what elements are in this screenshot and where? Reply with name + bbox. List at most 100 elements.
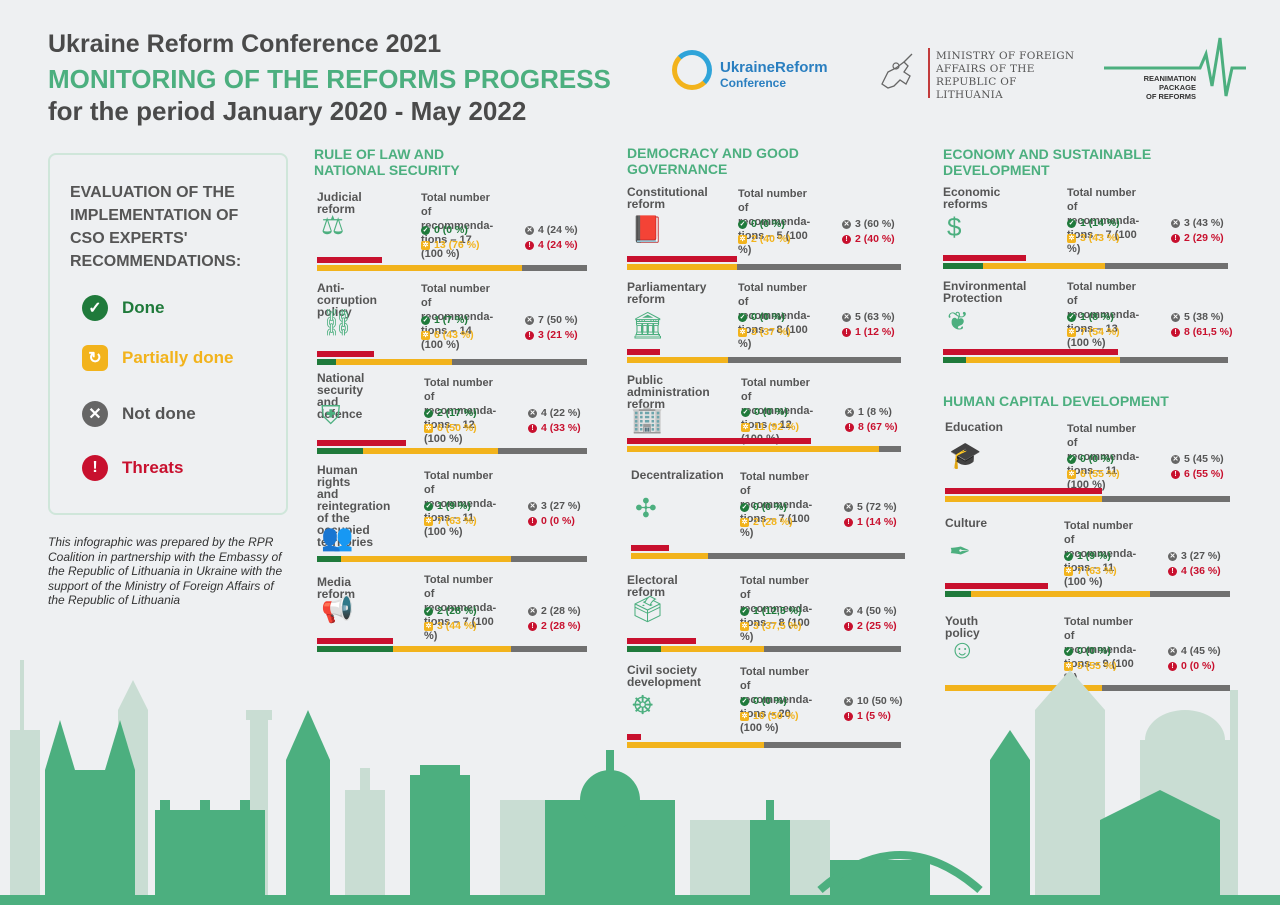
legend-not-done: ✕ Not done xyxy=(82,401,196,427)
done-status-icon: ✓ xyxy=(421,315,430,325)
partial-segment xyxy=(392,646,512,652)
threats-status-icon: ! xyxy=(528,423,537,433)
not-done-status-icon: ✕ xyxy=(842,312,851,322)
implementation-bar xyxy=(627,646,901,652)
done-segment xyxy=(317,646,393,652)
not-done-count: ✕ 7 (50 %) xyxy=(525,314,578,326)
reform-label: Parliamentary reform xyxy=(627,280,707,306)
partial-segment xyxy=(627,264,737,270)
implementation-bar xyxy=(317,359,587,365)
threats-bar xyxy=(627,638,696,644)
threats-bar xyxy=(317,638,393,644)
total-recommendations: Total number of recommenda-tions – 8 (10… xyxy=(740,575,813,643)
section-title-economy: ECONOMY AND SUSTAINABLE DEVELOPMENT xyxy=(943,146,1152,178)
implementation-bar xyxy=(317,265,587,271)
partial-status-icon: ✲ xyxy=(741,422,750,432)
threats-bar xyxy=(631,545,670,551)
not-done-status-icon: ✕ xyxy=(525,225,534,235)
not-done-count: ✕ 4 (45 %) xyxy=(1168,645,1221,657)
partial-status-icon: ✲ xyxy=(424,423,433,433)
done-count: ✓ 0 (0 %) xyxy=(1067,453,1114,465)
reform-label: Anti-corruption policy xyxy=(317,281,377,319)
reform-label: Environmental Protection xyxy=(943,279,1027,305)
not-done-count: ✕ 5 (63 %) xyxy=(842,311,895,323)
implementation-bar xyxy=(945,496,1230,502)
not-done-count: ✕ 3 (27 %) xyxy=(528,500,581,512)
not-done-count: ✕ 4 (22 %) xyxy=(528,407,581,419)
threats-status-icon: ! xyxy=(1171,327,1180,337)
partial-count: ✲ 3 (44 %) xyxy=(424,620,477,632)
reform-label: Media reform xyxy=(317,575,356,601)
done-count: ✓ 0 (0 %) xyxy=(740,695,787,707)
city-skyline-illustration xyxy=(0,660,1280,905)
not-done-count: ✕ 3 (27 %) xyxy=(1168,550,1221,562)
partial-segment xyxy=(335,359,452,365)
threats-status-icon: ! xyxy=(525,240,534,250)
partial-status-icon: ✲ xyxy=(738,234,747,244)
shield-icon: ⛨ xyxy=(321,400,341,430)
partial-count: ✲ 7 (63 %) xyxy=(424,515,477,527)
not-done-count: ✕ 2 (28 %) xyxy=(528,605,581,617)
threats-status-icon: ! xyxy=(528,516,537,526)
mfa-logo: MINISTRY OF FOREIGN AFFAIRS OF THE REPUB… xyxy=(874,46,1084,101)
threats-bar xyxy=(943,255,1026,261)
done-status-icon: ✓ xyxy=(1067,312,1076,322)
partial-count: ✲ 11 (92 %) xyxy=(741,421,799,433)
done-segment xyxy=(317,359,336,365)
handcuffs-icon: ⛓ xyxy=(321,307,355,337)
threats-status-icon: ! xyxy=(842,327,851,337)
progress-bars xyxy=(317,257,587,271)
partial-segment xyxy=(627,357,729,363)
implementation-bar xyxy=(627,742,901,748)
done-count: ✓ 0 (0 %) xyxy=(741,406,788,418)
partial-count: ✲ 3 (37 %) xyxy=(738,326,791,338)
implementation-bar xyxy=(317,556,587,562)
partial-segment xyxy=(627,742,764,748)
threats-count: ! 1 (12 %) xyxy=(842,326,895,338)
progress-bars xyxy=(627,349,901,363)
threats-count: ! 0 (0 %) xyxy=(528,515,575,527)
threats-count: ! 4 (24 %) xyxy=(525,239,578,251)
reform-label: Judicial reform xyxy=(317,190,362,216)
done-status-icon: ✓ xyxy=(738,312,747,322)
partial-count: ✲ 6 (50 %) xyxy=(424,422,477,434)
progress-bars xyxy=(317,351,587,365)
title-monitoring: MONITORING OF THE REFORMS PROGRESS xyxy=(48,64,611,94)
partial-count: ✲ 2 (28 %) xyxy=(740,516,793,528)
partial-status-icon: ✲ xyxy=(1064,661,1073,671)
partial-status-icon: ✲ xyxy=(740,517,749,527)
mfa-divider xyxy=(928,48,930,98)
done-status-icon: ✓ xyxy=(1064,646,1073,656)
done-count: ✓ 1 (8 %) xyxy=(1067,311,1114,323)
progress-bars xyxy=(943,255,1228,269)
threats-bar xyxy=(317,440,407,446)
partial-segment xyxy=(317,265,523,271)
partial-segment xyxy=(341,556,512,562)
threats-bar xyxy=(945,488,1102,494)
partial-status-icon: ✲ xyxy=(740,621,749,631)
threats-bar xyxy=(317,257,382,263)
people-icon: 👥 xyxy=(321,522,354,552)
partial-status-icon: ✲ xyxy=(1064,566,1073,576)
threats-count: ! 6 (55 %) xyxy=(1171,468,1224,480)
partial-segment xyxy=(970,591,1151,597)
total-recommendations: Total number of recommenda-tions – 5 (10… xyxy=(738,188,811,256)
not-done-status-icon: ✕ xyxy=(844,502,853,512)
section-title-rule-of-law: RULE OF LAW AND NATIONAL SECURITY xyxy=(314,146,460,178)
partial-segment xyxy=(627,446,880,452)
done-status-icon: ✓ xyxy=(424,606,433,616)
done-count: ✓ 1 (9 %) xyxy=(1064,550,1111,562)
progress-bars xyxy=(945,677,1230,691)
progress-bars xyxy=(631,545,905,559)
threats-status-icon: ! xyxy=(528,621,537,631)
done-segment xyxy=(943,357,966,363)
progress-bars xyxy=(317,638,587,652)
section-title-human-capital: HUMAN CAPITAL DEVELOPMENT xyxy=(943,393,1169,409)
not-done-status-icon: ✕ xyxy=(844,606,853,616)
threats-count: ! 4 (36 %) xyxy=(1168,565,1221,577)
threats-status-icon: ! xyxy=(842,234,851,244)
partial-status-icon: ✲ xyxy=(424,621,433,631)
total-recommendations: Total number of recommenda-tions – 20 (1… xyxy=(740,666,813,734)
not-done-status-icon: ✕ xyxy=(528,501,537,511)
progress-bars xyxy=(627,256,901,270)
